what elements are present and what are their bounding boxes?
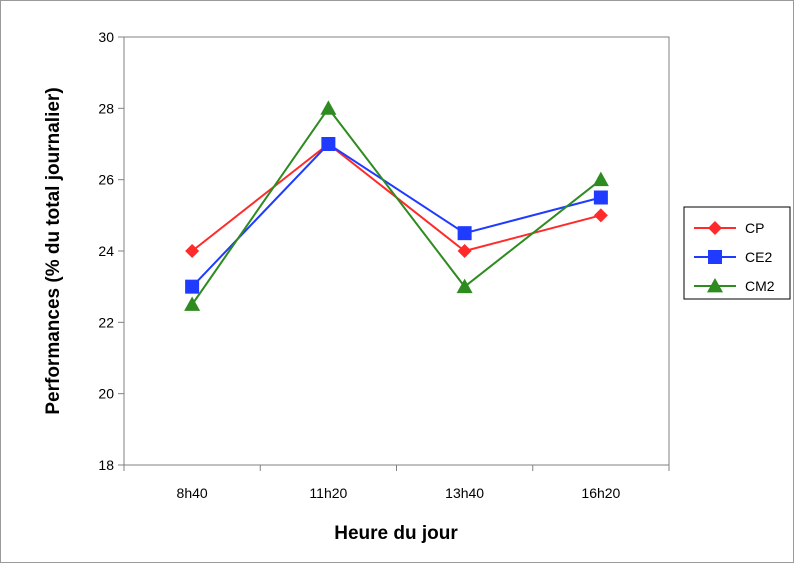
data-point-ce2	[457, 226, 472, 241]
data-point-ce2	[321, 137, 336, 151]
data-point-cp	[593, 208, 608, 223]
x-axis-title: Heure du jour	[334, 523, 458, 544]
legend-box	[683, 206, 791, 300]
x-axis: 8h40 11h20 13h40 16h20	[123, 465, 670, 501]
series-ce2	[185, 137, 608, 294]
legend-label-cp: CP	[745, 220, 764, 236]
series-line-cm2	[191, 106, 602, 306]
series-layer	[184, 100, 609, 311]
y-tick-label: 24	[98, 243, 114, 259]
data-point-cm2	[592, 171, 609, 187]
data-point-cm2	[184, 296, 201, 311]
legend-label-ce2: CE2	[745, 249, 772, 265]
data-point-cm2	[320, 100, 337, 115]
y-tick-label: 20	[98, 386, 114, 402]
legend-marker-ce2	[708, 250, 722, 264]
series-cm2	[184, 100, 609, 311]
x-tick-label: 13h40	[445, 485, 484, 501]
legend-label-cm2: CM2	[745, 278, 775, 294]
legend: CP CE2 CM2	[683, 206, 791, 300]
y-tick-label: 28	[98, 100, 114, 116]
data-point-cm2	[456, 278, 473, 294]
y-tick-label: 18	[98, 457, 114, 473]
y-tick-label: 22	[98, 314, 114, 330]
data-point-ce2	[593, 190, 608, 205]
x-tick-label: 11h20	[309, 485, 347, 501]
x-tick-label: 8h40	[177, 485, 208, 501]
series-line-ce2	[191, 142, 602, 288]
legend-marker-cp	[708, 221, 722, 235]
data-point-cp	[457, 244, 472, 258]
y-axis-title: Performances (% du total journalier)	[43, 87, 64, 414]
x-tick-label: 16h20	[581, 485, 620, 501]
y-tick-label: 30	[98, 29, 114, 45]
y-tick-label: 26	[98, 172, 114, 188]
data-point-cp	[185, 244, 200, 258]
y-axis: 18 20 22 24 26 28 30	[98, 29, 124, 473]
legend-marker-cm2	[707, 278, 723, 293]
data-point-ce2	[185, 279, 200, 294]
plot-area	[123, 36, 670, 466]
